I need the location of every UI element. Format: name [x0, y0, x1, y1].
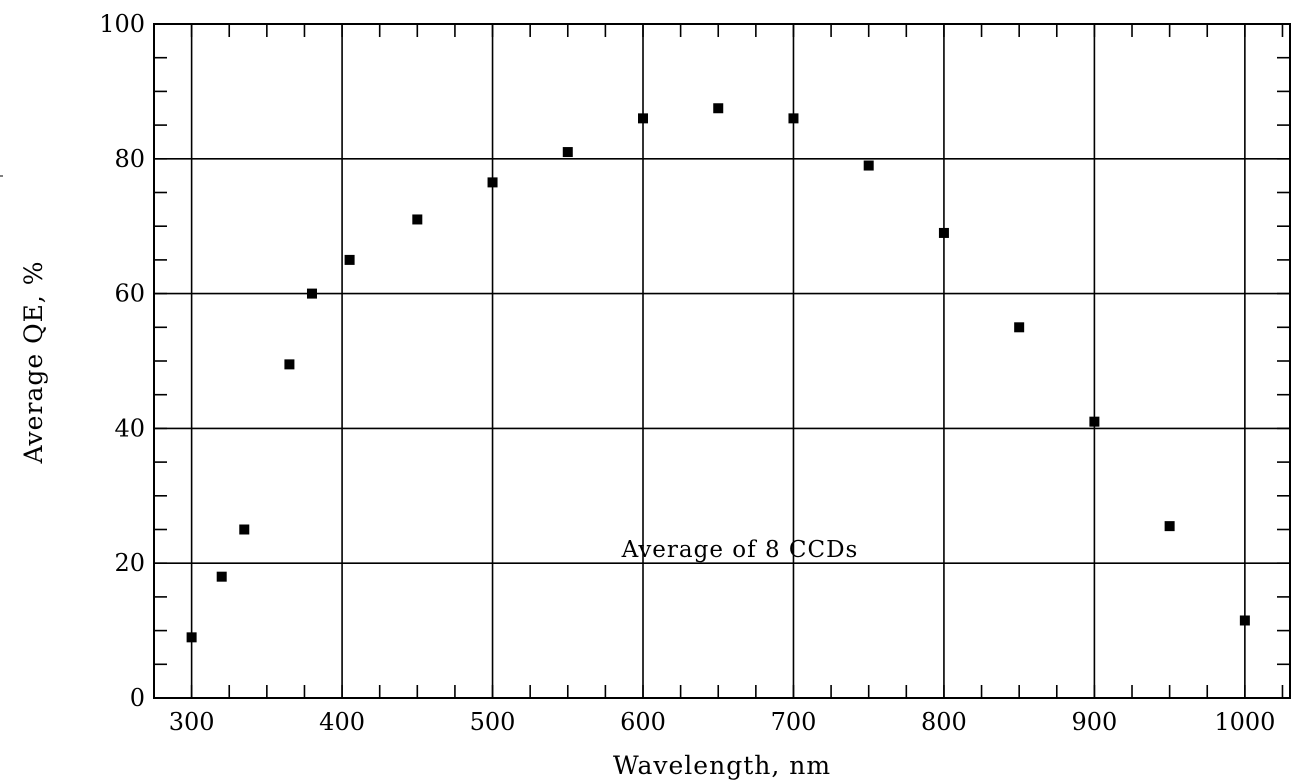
data-point	[1014, 322, 1025, 333]
chart-annotation: Average of 8 CCDs	[621, 537, 859, 563]
x-tick-label: 900	[1071, 708, 1117, 736]
y-tick-label: 40	[114, 414, 145, 442]
data-point	[186, 632, 197, 643]
x-tick-label: 300	[169, 708, 215, 736]
data-point	[239, 524, 250, 535]
y-tick-label: 80	[114, 145, 145, 173]
minor-ticks	[153, 23, 1290, 699]
data-point	[344, 254, 355, 265]
grid-lines	[154, 23, 1290, 699]
data-point	[412, 214, 423, 225]
data-point	[284, 359, 295, 370]
data-points	[186, 103, 1250, 643]
x-axis-label: Wavelength, nm	[613, 751, 831, 780]
data-point	[1239, 615, 1250, 626]
x-tick-label: 600	[620, 708, 666, 736]
y-tick-label: 20	[114, 549, 145, 577]
plot-frame	[153, 23, 1291, 699]
x-tick-label: 800	[921, 708, 967, 736]
data-point	[216, 571, 227, 582]
y-tick-label: 60	[114, 280, 145, 308]
data-point	[638, 113, 649, 124]
data-point	[863, 160, 874, 171]
x-tick-label: 700	[771, 708, 817, 736]
x-tick-labels: 300 400 500 600 700 800 900 1000	[169, 708, 1276, 736]
y-tick-label: 0	[130, 684, 145, 712]
data-point	[713, 103, 724, 114]
x-tick-label: 1000	[1214, 708, 1275, 736]
x-tick-label: 400	[319, 708, 365, 736]
data-point	[562, 147, 573, 158]
y-tick-labels: 0 20 40 60 80 100	[99, 10, 145, 712]
data-point	[938, 227, 949, 238]
x-tick-label: 500	[470, 708, 516, 736]
data-point	[1164, 521, 1175, 532]
y-tick-label: 100	[99, 10, 145, 38]
data-point	[1089, 416, 1100, 427]
data-point	[788, 113, 799, 124]
data-point	[487, 177, 498, 188]
data-point	[306, 288, 317, 299]
y-axis-label: Average QE, %	[19, 261, 48, 465]
